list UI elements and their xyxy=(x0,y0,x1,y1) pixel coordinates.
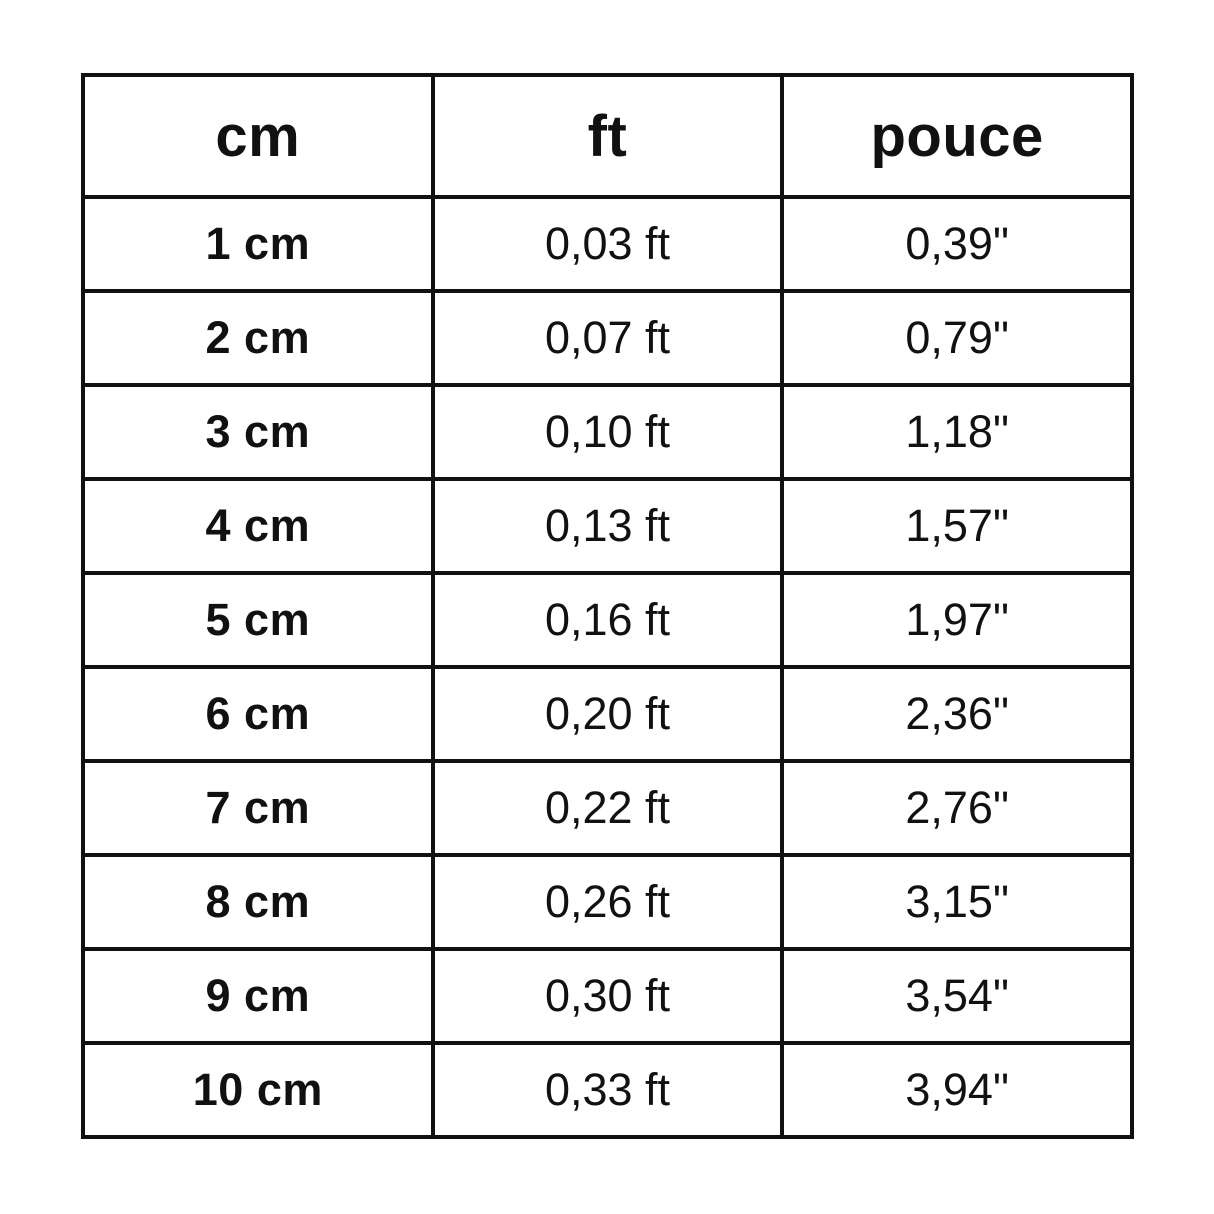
cell-cm: 5 cm xyxy=(81,571,435,669)
cell-cm: 8 cm xyxy=(81,853,435,951)
table-row: 8 cm 0,26 ft 3,15" xyxy=(81,853,1134,951)
table-row: 2 cm 0,07 ft 0,79" xyxy=(81,289,1134,387)
cell-ft: 0,10 ft xyxy=(430,383,785,481)
table-row: 3 cm 0,10 ft 1,18" xyxy=(81,383,1134,481)
cell-pouce: 3,54" xyxy=(780,947,1134,1045)
cell-ft: 0,33 ft xyxy=(430,1041,785,1139)
cell-cm: 3 cm xyxy=(81,383,435,481)
cell-pouce: 3,94" xyxy=(780,1041,1134,1139)
cell-cm: 7 cm xyxy=(81,759,435,857)
table-row: 1 cm 0,03 ft 0,39" xyxy=(81,195,1134,293)
table-row: 4 cm 0,13 ft 1,57" xyxy=(81,477,1134,575)
cell-pouce: 3,15" xyxy=(780,853,1134,951)
table-row: 7 cm 0,22 ft 2,76" xyxy=(81,759,1134,857)
cell-pouce: 1,97" xyxy=(780,571,1134,669)
cell-pouce: 1,57" xyxy=(780,477,1134,575)
cell-ft: 0,13 ft xyxy=(430,477,785,575)
cell-ft: 0,20 ft xyxy=(430,665,785,763)
cell-pouce: 2,76" xyxy=(780,759,1134,857)
table-row: 10 cm 0,33 ft 3,94" xyxy=(81,1041,1134,1139)
header-ft: ft xyxy=(430,73,785,199)
cell-pouce: 1,18" xyxy=(780,383,1134,481)
cell-pouce: 0,39" xyxy=(780,195,1134,293)
header-pouce: pouce xyxy=(780,73,1134,199)
cell-pouce: 2,36" xyxy=(780,665,1134,763)
cell-cm: 10 cm xyxy=(81,1041,435,1139)
cell-cm: 4 cm xyxy=(81,477,435,575)
cell-ft: 0,22 ft xyxy=(430,759,785,857)
table-row: 6 cm 0,20 ft 2,36" xyxy=(81,665,1134,763)
cell-cm: 6 cm xyxy=(81,665,435,763)
cm-ft-pouce-conversion-table: cm ft pouce 1 cm 0,03 ft 0,39" 2 cm 0,07… xyxy=(81,73,1134,1139)
cell-ft: 0,30 ft xyxy=(430,947,785,1045)
table-row: 5 cm 0,16 ft 1,97" xyxy=(81,571,1134,669)
cell-cm: 1 cm xyxy=(81,195,435,293)
cell-ft: 0,03 ft xyxy=(430,195,785,293)
cell-cm: 9 cm xyxy=(81,947,435,1045)
cell-pouce: 0,79" xyxy=(780,289,1134,387)
cell-ft: 0,16 ft xyxy=(430,571,785,669)
cell-ft: 0,07 ft xyxy=(430,289,785,387)
cell-cm: 2 cm xyxy=(81,289,435,387)
header-row: cm ft pouce xyxy=(81,73,1134,199)
cell-ft: 0,26 ft xyxy=(430,853,785,951)
table-row: 9 cm 0,30 ft 3,54" xyxy=(81,947,1134,1045)
header-cm: cm xyxy=(81,73,435,199)
